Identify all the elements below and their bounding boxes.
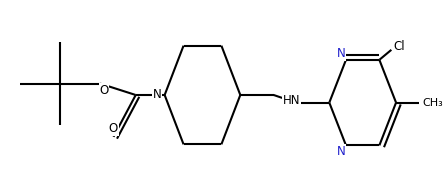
Text: O: O	[109, 122, 118, 135]
Text: Cl: Cl	[393, 40, 405, 53]
Text: N: N	[336, 47, 345, 60]
Text: N: N	[336, 145, 345, 158]
Text: O: O	[100, 84, 109, 97]
Text: CH₃: CH₃	[422, 98, 443, 108]
Text: N: N	[153, 89, 162, 101]
Text: HN: HN	[283, 94, 301, 107]
